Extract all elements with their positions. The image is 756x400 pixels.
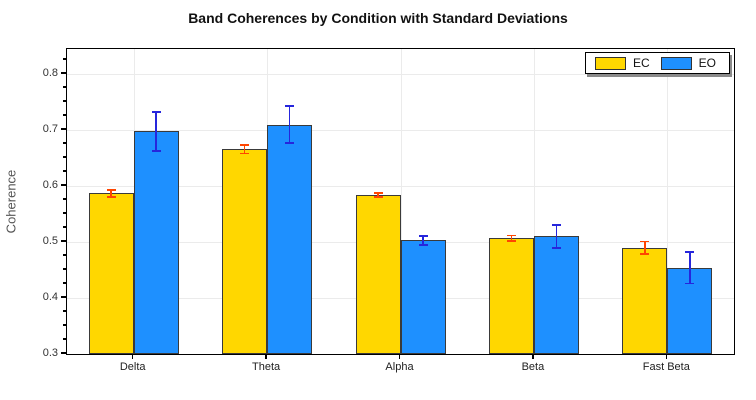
x-tick [265,354,267,359]
y-minor-tick [63,226,66,228]
error-bar-cap [373,196,383,199]
y-major-tick [61,184,66,186]
error-bar-cap [685,251,695,253]
bar-ec-theta [222,149,268,354]
y-minor-tick [63,282,66,284]
error-bar-cap [685,282,695,285]
x-tick-label: Beta [521,361,545,373]
y-minor-tick [63,114,66,116]
error-bar-cap [551,246,561,249]
y-major-tick [61,296,66,298]
y-tick-label: 0.3 [42,346,58,359]
y-axis-label: Coherence [3,169,19,234]
error-bar-cap [240,152,250,155]
error-bar [555,225,558,248]
error-bar [243,144,246,154]
x-gridline [400,49,402,354]
y-minor-tick [63,268,66,270]
y-major-tick [61,240,66,242]
bar-ec-beta [488,238,534,354]
y-tick-label: 0.5 [42,234,58,247]
error-bar-cap [418,235,428,237]
plot-area: EC EO [66,48,735,355]
error-bar [688,252,691,284]
error-bar-cap [373,191,383,194]
error-bar-cap [640,252,650,255]
legend-swatch-ec [594,56,626,70]
x-tick [132,354,134,359]
y-major-tick [61,352,66,354]
error-bar [288,106,291,143]
y-tick-label: 0.6 [42,178,58,191]
y-major-tick [61,128,66,130]
y-minor-tick [63,338,66,340]
legend-swatch-eo [660,56,692,70]
x-gridline [667,49,669,354]
legend-label-eo: EO [698,56,716,70]
error-bar [643,241,646,254]
error-bar-cap [240,143,250,146]
bar-eo-delta [133,131,179,354]
y-minor-tick [63,142,66,144]
x-tick [532,354,534,359]
x-gridline [533,49,535,354]
x-tick-label: Alpha [385,361,414,373]
y-minor-tick [63,58,66,60]
bar-ec-alpha [355,195,401,354]
error-bar-cap [285,142,295,144]
y-minor-tick [63,156,66,158]
error-bar [155,111,158,151]
y-tick-label: 0.8 [42,66,58,79]
error-bar-cap [106,195,116,198]
error-bar-cap [151,110,161,113]
y-major-tick [61,72,66,74]
error-bar [510,235,513,241]
error-bar-cap [506,234,516,237]
y-minor-tick [63,324,66,326]
error-bar [110,190,113,197]
x-tick-label: Fast Beta [642,361,690,373]
error-bar-cap [506,240,516,242]
legend-label-ec: EC [632,56,650,70]
error-bar-cap [106,189,116,191]
y-minor-tick [63,198,66,200]
x-tick [398,354,401,359]
bar-eo-theta [267,124,313,354]
error-bar-cap [551,224,561,227]
bar-eo-alpha [400,240,446,354]
error-bar-cap [418,244,428,246]
error-bar-cap [640,240,650,243]
error-bar [422,235,424,245]
y-minor-tick [63,310,66,312]
error-bar-cap [151,150,161,152]
x-tick [665,354,667,359]
bar-eo-beta [533,236,579,354]
error-bar [377,192,379,198]
y-minor-tick [63,170,66,172]
y-minor-tick [63,86,66,88]
bar-ec-delta [88,193,134,354]
error-bar-cap [285,105,295,107]
chart-title: Band Coherences by Condition with Standa… [188,10,568,26]
legend: EC EO [584,52,730,74]
y-tick-label: 0.4 [42,290,58,303]
y-minor-tick [63,254,66,256]
y-tick-label: 0.7 [42,122,58,135]
y-minor-tick [63,100,66,102]
y-minor-tick [63,212,66,214]
x-tick-label: Theta [252,361,281,373]
bar-ec-fast-beta [622,247,668,354]
x-tick-label: Delta [119,361,146,373]
